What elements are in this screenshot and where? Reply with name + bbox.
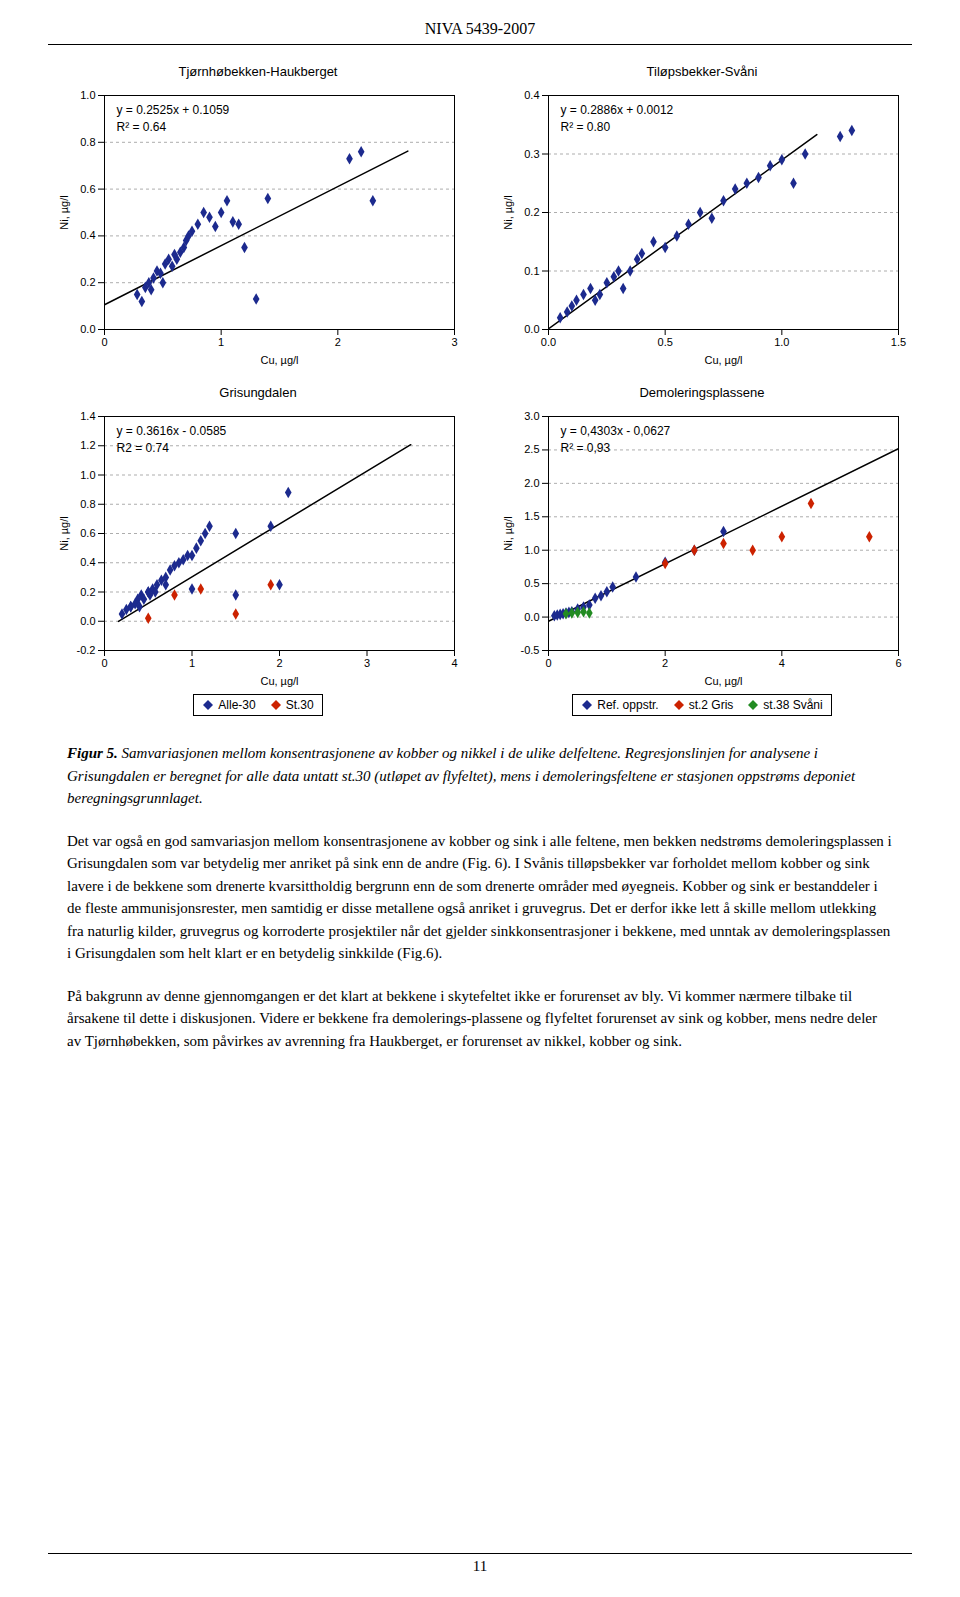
svg-text:1.0: 1.0 <box>80 469 95 481</box>
html-text:st.38 Svåni: st.38 Svåni <box>763 698 823 712</box>
html-text:Tjørnhøbekken-Haukberget: Tjørnhøbekken-Haukberget <box>178 64 338 79</box>
svg-text:y = 0.3616x - 0.0585: y = 0.3616x - 0.0585 <box>117 424 227 438</box>
svg-text:0.8: 0.8 <box>80 136 95 148</box>
svg-text:1.5: 1.5 <box>524 510 539 522</box>
svg-text:1: 1 <box>218 336 224 348</box>
svg-text:3: 3 <box>451 336 457 348</box>
svg-text:0.5: 0.5 <box>524 577 539 589</box>
html-text:NIVA 5439-2007: NIVA 5439-2007 <box>424 20 536 37</box>
svg-text:1.0: 1.0 <box>774 336 789 348</box>
svg-text:0.8: 0.8 <box>80 498 95 510</box>
svg-text:3.0: 3.0 <box>524 410 539 422</box>
svg-text:2: 2 <box>276 657 282 669</box>
svg-text:0: 0 <box>101 336 107 348</box>
svg-text:2.5: 2.5 <box>524 443 539 455</box>
svg-text:0.1: 0.1 <box>524 265 539 277</box>
svg-text:0.5: 0.5 <box>658 336 673 348</box>
svg-text:0.6: 0.6 <box>80 183 95 195</box>
html-text:St.30: St.30 <box>285 698 314 712</box>
svg-text:3: 3 <box>364 657 370 669</box>
svg-text:Cu, µg/l: Cu, µg/l <box>260 354 298 366</box>
svg-text:0.4: 0.4 <box>524 89 539 101</box>
svg-text:y = 0.2886x + 0.0012: y = 0.2886x + 0.0012 <box>561 103 674 117</box>
svg-text:2: 2 <box>335 336 341 348</box>
svg-text:0.0: 0.0 <box>80 615 95 627</box>
html-text:På bakgrunn av denne gjennomga: På bakgrunn av denne gjennomgangen er de… <box>67 987 877 1049</box>
svg-text:1.2: 1.2 <box>80 439 95 451</box>
svg-text:y = 0.2525x + 0.1059: y = 0.2525x + 0.1059 <box>117 103 230 117</box>
svg-text:0.2: 0.2 <box>80 586 95 598</box>
svg-text:-0.5: -0.5 <box>521 644 540 656</box>
svg-text:4: 4 <box>779 657 785 669</box>
svg-text:2.0: 2.0 <box>524 477 539 489</box>
svg-text:0.4: 0.4 <box>80 229 95 241</box>
svg-text:1.0: 1.0 <box>524 544 539 556</box>
svg-text:R² = 0,93: R² = 0,93 <box>561 441 611 455</box>
svg-text:2: 2 <box>662 657 668 669</box>
svg-text:1.5: 1.5 <box>891 336 906 348</box>
svg-text:0.4: 0.4 <box>80 556 95 568</box>
svg-text:R² = 0.80: R² = 0.80 <box>561 120 611 134</box>
svg-text:0.0: 0.0 <box>80 323 95 335</box>
svg-text:Cu, µg/l: Cu, µg/l <box>704 354 742 366</box>
svg-text:0.2: 0.2 <box>80 276 95 288</box>
svg-text:6: 6 <box>895 657 901 669</box>
svg-text:Cu, µg/l: Cu, µg/l <box>704 675 742 687</box>
html-text:Demoleringsplassene: Demoleringsplassene <box>639 385 765 400</box>
svg-text:y = 0,4303x - 0,0627: y = 0,4303x - 0,0627 <box>561 424 671 438</box>
svg-text:-0.2: -0.2 <box>77 644 96 656</box>
html-text:Tiløpsbekker-Svåni: Tiløpsbekker-Svåni <box>646 64 758 79</box>
html-text:Det var også en god samvariasj: Det var også en god samvariasjon mellom … <box>67 832 892 961</box>
svg-text:0.0: 0.0 <box>524 611 539 623</box>
svg-text:0.0: 0.0 <box>541 336 556 348</box>
svg-text:Ni, µg/l: Ni, µg/l <box>58 516 70 550</box>
html-text:Alle-30: Alle-30 <box>218 698 256 712</box>
svg-text:0.2: 0.2 <box>524 206 539 218</box>
html-text:Figur 5. Samvariasjonen mellom: Figur 5. Samvariasjonen mellom konsentra… <box>67 745 856 806</box>
svg-text:R² = 0.64: R² = 0.64 <box>117 120 167 134</box>
svg-text:Ni, µg/l: Ni, µg/l <box>502 516 514 550</box>
svg-text:1: 1 <box>189 657 195 669</box>
svg-text:0.6: 0.6 <box>80 527 95 539</box>
svg-text:0: 0 <box>545 657 551 669</box>
svg-text:4: 4 <box>451 657 457 669</box>
svg-text:1.4: 1.4 <box>80 410 95 422</box>
svg-text:1.0: 1.0 <box>80 89 95 101</box>
html-text:Ref. oppstr.: Ref. oppstr. <box>597 698 659 712</box>
html-text:Grisungdalen: Grisungdalen <box>219 385 297 400</box>
svg-text:R2 = 0.74: R2 = 0.74 <box>117 441 170 455</box>
svg-text:Ni, µg/l: Ni, µg/l <box>502 195 514 229</box>
svg-text:Ni, µg/l: Ni, µg/l <box>58 195 70 229</box>
html-text:11: 11 <box>472 1558 488 1574</box>
html-text:st.2 Gris: st.2 Gris <box>688 698 734 712</box>
svg-text:0.0: 0.0 <box>524 323 539 335</box>
svg-text:0.3: 0.3 <box>524 148 539 160</box>
svg-text:Cu, µg/l: Cu, µg/l <box>260 675 298 687</box>
svg-text:0: 0 <box>101 657 107 669</box>
